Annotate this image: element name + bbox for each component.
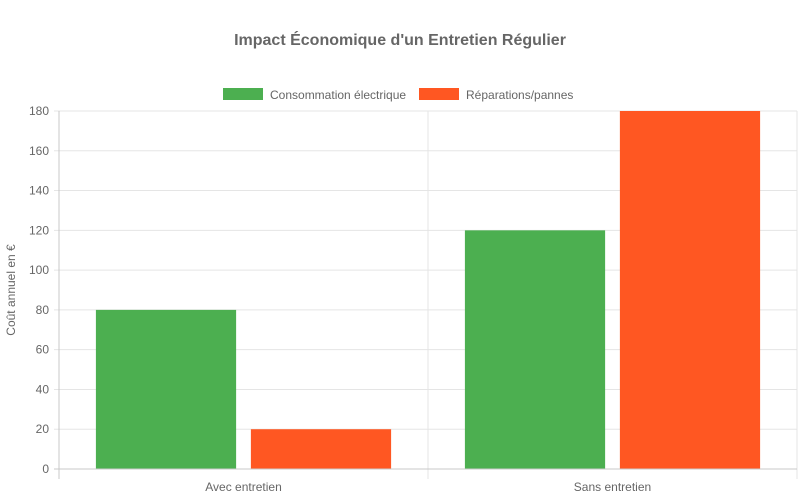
bar-0-0[interactable] [95,309,237,469]
y-tick-label: 180 [29,104,49,118]
y-tick-label: 40 [36,382,50,396]
y-tick-label: 140 [29,184,49,198]
bar-1-1[interactable] [619,111,761,469]
y-tick-label: 0 [42,462,49,476]
y-axis-title: Coût annuel en € [4,244,18,336]
x-axis-ticks: Avec entretien Sans entretien [205,480,651,494]
bars [95,111,761,469]
bar-0-1[interactable] [250,429,392,469]
legend-label-reparations: Réparations/pannes [466,88,573,102]
x-tick-label: Avec entretien [205,480,282,494]
legend-item-reparations[interactable]: Réparations/pannes [419,88,573,102]
legend-swatch-consommation [223,88,263,100]
y-tick-label: 160 [29,144,49,158]
y-axis-ticks: 0 20 40 60 80 100 120 140 160 180 [29,104,49,476]
legend-item-consommation[interactable]: Consommation électrique [223,88,406,102]
y-tick-label: 100 [29,263,49,277]
y-tick-label: 120 [29,223,49,237]
bar-1-0[interactable] [464,230,606,469]
y-tick-label: 60 [36,343,50,357]
legend-swatch-reparations [419,88,459,100]
y-tick-label: 20 [36,422,50,436]
y-tick-label: 80 [36,303,50,317]
legend-label-consommation: Consommation électrique [270,88,406,102]
legend: Consommation électrique Réparations/pann… [223,88,573,102]
x-tick-label: Sans entretien [574,480,651,494]
chart-title: Impact Économique d'un Entretien Régulie… [234,30,566,49]
